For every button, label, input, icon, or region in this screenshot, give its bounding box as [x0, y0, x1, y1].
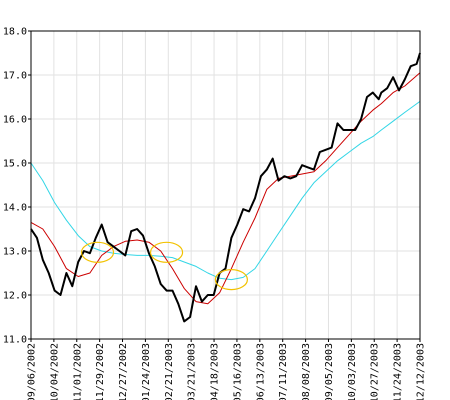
x-tick-label: 11/24/2003: [393, 343, 404, 400]
crossover-marker: [214, 269, 248, 291]
x-tick-label: 10/27/2003: [370, 343, 381, 400]
x-tick-label: 02/21/2003: [164, 343, 175, 400]
y-tick-label: 11.0: [3, 335, 27, 346]
y-tick-label: 13.0: [3, 247, 27, 258]
x-tick-label: 03/21/2003: [187, 343, 198, 400]
x-tick-label: 11/01/2002: [72, 343, 83, 400]
plot-frame: [30, 30, 421, 340]
x-axis: 09/06/2002 10/04/2002 11/01/2002 11/29/2002…: [27, 339, 427, 400]
series-lines: [30, 52, 421, 323]
y-tick-label: 16.0: [3, 115, 27, 126]
series-line-price: [30, 52, 421, 323]
crossover-marker: [80, 241, 115, 263]
crossover-marker: [149, 241, 184, 263]
y-tick-label: 17.0: [3, 71, 27, 82]
x-tick-label: 05/16/2003: [232, 343, 243, 400]
x-tick-label: 11/29/2002: [95, 343, 106, 400]
y-tick-label: 15.0: [3, 159, 27, 170]
x-tick-label: 09/05/2003: [324, 343, 335, 400]
x-tick-label: 07/11/2003: [278, 343, 289, 400]
x-tick-label: 08/08/2003: [301, 343, 312, 400]
x-tick-label: 06/13/2003: [255, 343, 266, 400]
series-line-long-moving-average: [30, 100, 421, 281]
x-tick-label: 04/18/2003: [210, 343, 221, 400]
x-tick-label: 01/24/2003: [141, 343, 152, 400]
y-tick-label: 18.0: [3, 27, 27, 38]
y-tick-label: 12.0: [3, 291, 27, 302]
y-axis: 11.0 12.0 13.0 14.0 15.0 16.0 17.0 18.0: [3, 27, 31, 346]
x-tick-label: 12/27/2002: [118, 343, 129, 400]
x-tick-label: 10/03/2003: [347, 343, 358, 400]
gridlines: [31, 31, 420, 339]
x-tick-label: 10/04/2002: [49, 343, 60, 400]
x-tick-label: 09/06/2002: [27, 343, 38, 400]
series-line-short-moving-average: [30, 72, 421, 305]
x-tick-label: 12/12/2003: [416, 343, 427, 400]
y-tick-label: 14.0: [3, 203, 27, 214]
crossover-markers: [80, 241, 248, 291]
